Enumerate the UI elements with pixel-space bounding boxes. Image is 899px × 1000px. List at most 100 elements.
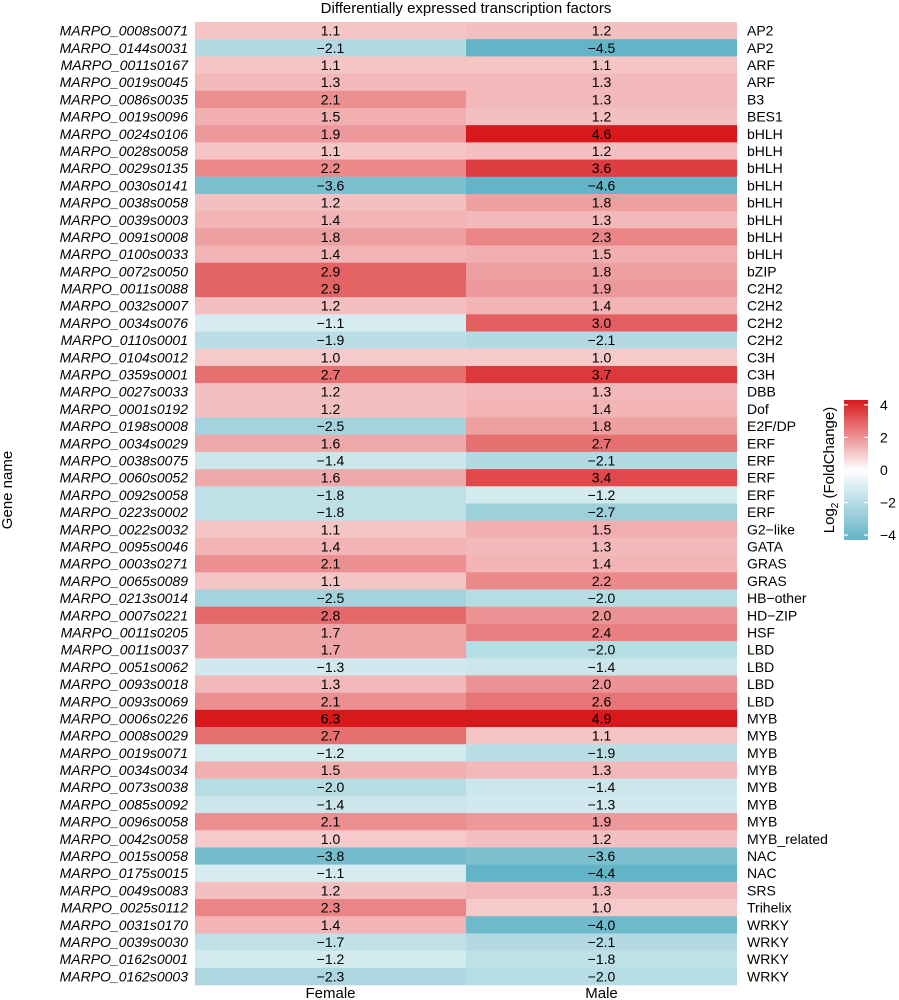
- cell-value-label: 1.3: [592, 882, 612, 898]
- heatmap-cell: [195, 916, 466, 934]
- cell-value-label: 1.8: [592, 418, 612, 434]
- cell-value-label: 1.3: [592, 212, 612, 228]
- cell-value-label: 1.3: [321, 676, 341, 692]
- gene-name-label: MARPO_0051s0062: [60, 659, 189, 675]
- tf-family-label: G2−like: [747, 521, 795, 537]
- heatmap-cell: [195, 503, 466, 521]
- cell-value-label: 1.3: [321, 74, 341, 90]
- cell-value-label: 1.5: [592, 246, 612, 262]
- heatmap-cell: [195, 451, 466, 470]
- gene-name-label: MARPO_0086s0035: [60, 91, 189, 107]
- tf-family-label: C2H2: [747, 315, 783, 331]
- chart-title: Differentially expressed transcription f…: [321, 0, 612, 17]
- heatmap-cell: [195, 520, 466, 539]
- heatmap-cell: [466, 933, 737, 951]
- gene-name-label: MARPO_0011s0037: [61, 642, 190, 658]
- legend-title-base: Log: [821, 508, 838, 533]
- tf-family-label: ERF: [747, 435, 775, 451]
- tf-family-label: C2H2: [747, 332, 783, 348]
- heatmap-cell: [466, 641, 737, 659]
- heatmap-cell: [466, 503, 737, 521]
- tf-family-label: AP2: [747, 23, 774, 39]
- tf-family-label: B3: [747, 91, 764, 107]
- gene-name-label: MARPO_0034s0034: [60, 762, 189, 778]
- heatmap-cell: [195, 331, 466, 350]
- cell-value-label: 1.1: [321, 57, 341, 73]
- tf-family-label: LBD: [747, 642, 774, 658]
- heatmap-cell: [466, 451, 737, 470]
- gene-name-label: MARPO_0144s0031: [60, 40, 188, 56]
- heatmap-cell: [466, 761, 737, 779]
- color-legend: Log2 (FoldChange) 420−2−4: [821, 397, 896, 543]
- heatmap-cell: [466, 589, 737, 607]
- heatmap-cell: [195, 176, 466, 195]
- cell-value-label: 1.1: [592, 728, 612, 744]
- heatmap-cell: [466, 967, 737, 986]
- tf-family-label: BES1: [747, 109, 783, 125]
- cell-value-label: 1.4: [321, 246, 341, 262]
- cell-value-label: 1.7: [321, 624, 341, 640]
- heatmap-cell: [195, 950, 466, 969]
- cell-value-label: −1.4: [317, 453, 345, 469]
- cell-value-label: 1.2: [321, 298, 341, 314]
- heatmap-cell: [195, 39, 466, 57]
- cell-value-label: −1.7: [317, 934, 345, 950]
- tf-family-label: bHLH: [747, 195, 783, 211]
- cell-value-label: 1.8: [592, 195, 612, 211]
- cell-value-label: 6.3: [321, 710, 341, 726]
- tf-family-label: AP2: [747, 40, 774, 56]
- cell-value-label: −1.8: [317, 504, 345, 520]
- cell-value-label: 1.2: [592, 831, 612, 847]
- tf-family-label: HB−other: [747, 590, 807, 606]
- cell-value-label: −2.1: [317, 40, 345, 56]
- heatmap-cell: [466, 159, 737, 178]
- gene-name-label: MARPO_0104s0012: [60, 349, 189, 365]
- cell-value-label: −2.5: [317, 590, 345, 606]
- cell-value-label: −1.9: [317, 332, 345, 348]
- gene-name-label: MARPO_0093s0069: [60, 693, 189, 709]
- cell-value-label: 1.2: [592, 109, 612, 125]
- cell-value-label: 4.6: [592, 126, 612, 142]
- cell-value-label: 1.4: [321, 917, 341, 933]
- tf-family-label: ARF: [747, 74, 775, 90]
- cell-value-label: 1.2: [321, 401, 341, 417]
- tf-family-label: bHLH: [747, 246, 783, 262]
- heatmap-cell: [195, 761, 466, 779]
- legend-ticks: 4 2 0 −2 −4: [844, 397, 896, 543]
- gene-name-label: MARPO_0039s0003: [60, 212, 189, 228]
- tf-family-label: LBD: [747, 693, 774, 709]
- cell-value-label: −1.2: [317, 745, 345, 761]
- tf-family-label: MYB: [747, 728, 777, 744]
- heatmap-cell: [466, 400, 737, 418]
- heatmap-cell: [195, 537, 466, 556]
- heatmap-cell: [195, 73, 466, 92]
- cell-value-label: −3.6: [317, 177, 345, 193]
- heatmap-cell: [195, 709, 466, 728]
- tf-family-label: Dof: [747, 401, 769, 417]
- heatmap-cell: [195, 778, 466, 797]
- heatmap-cell: [195, 262, 466, 281]
- heatmap-cell: [466, 193, 737, 212]
- cell-value-label: 1.3: [592, 538, 612, 554]
- cell-value-label: 2.1: [321, 556, 341, 572]
- y-axis-label: Gene name: [0, 451, 16, 529]
- tf-family-label: MYB: [747, 762, 777, 778]
- legend-tick-label: 2: [880, 429, 888, 445]
- heatmap-cell: [195, 348, 466, 367]
- heatmap-cell: [466, 383, 737, 401]
- heatmap-cell: [466, 606, 737, 625]
- heatmap-cell: [466, 417, 737, 436]
- tf-family-label: ERF: [747, 487, 775, 503]
- heatmap-cell: [195, 967, 466, 986]
- gene-name-label: MARPO_0025s0112: [61, 900, 189, 916]
- heatmap-cell: [466, 279, 737, 298]
- gene-name-label: MARPO_0100s0033: [60, 246, 189, 262]
- cell-value-label: −2.5: [317, 418, 345, 434]
- heatmap-cells: [195, 22, 737, 986]
- cell-value-label: −1.8: [317, 487, 345, 503]
- cell-value-label: 2.9: [321, 281, 341, 297]
- heatmap-cell: [195, 881, 466, 900]
- heatmap-cell: [195, 107, 466, 126]
- heatmap-cell: [195, 469, 466, 487]
